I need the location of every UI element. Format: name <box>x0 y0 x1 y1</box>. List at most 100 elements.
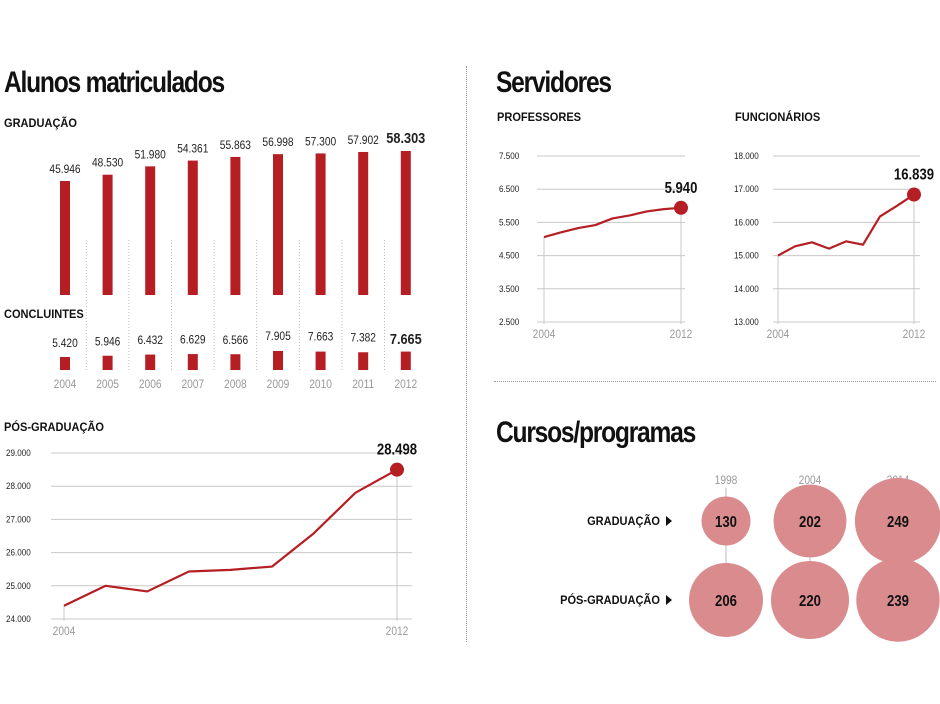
pos_graduacao-series-line <box>63 468 398 607</box>
x-tick-label: 2004 <box>533 328 556 341</box>
triangle-right-icon <box>666 595 672 605</box>
year-axis-label: 2005 <box>96 378 119 391</box>
y-tick-label: 5.500 <box>499 217 519 228</box>
concluintes-value-label: 6.629 <box>180 334 206 347</box>
y-tick-label: 25.000 <box>6 580 31 591</box>
y-tick-label: 3.500 <box>499 283 519 294</box>
y-tick-label: 24.000 <box>6 614 31 625</box>
graduacao-value-label: 57.902 <box>348 134 379 147</box>
y-tick-label: 7.500 <box>499 151 519 162</box>
concluintes-bar-2006 <box>145 354 156 370</box>
year-axis-label: 2009 <box>267 378 290 391</box>
concluintes-value-label: 7.665 <box>390 330 422 347</box>
graduacao-bar-2005 <box>102 174 113 295</box>
professores-title: PROFESSORES <box>497 110 582 124</box>
graduacao-value-label: 55.863 <box>220 139 251 152</box>
graduacao-bar-2011 <box>358 151 369 295</box>
pos_graduacao-end-point <box>390 462 404 477</box>
graduacao-value-label: 48.530 <box>92 157 123 170</box>
graduacao-title: GRADUAÇÃO <box>4 116 77 130</box>
concluintes-value-label: 6.566 <box>223 334 249 347</box>
y-tick-label: 2.500 <box>499 317 519 328</box>
graduacao-value-label: 57.300 <box>305 136 336 149</box>
concluintes-bar-2011 <box>358 352 369 370</box>
graduacao-value-label: 45.946 <box>49 163 80 176</box>
bubble-value-label: 202 <box>799 514 821 531</box>
bubble-1998 <box>689 563 763 637</box>
bubble-value-label: 220 <box>799 593 821 610</box>
graduacao-bar-2012 <box>400 151 411 295</box>
concluintes-value-label: 5.420 <box>52 337 78 350</box>
year-axis-label: 2008 <box>224 378 247 391</box>
graduacao-bar-2006 <box>145 166 156 295</box>
concluintes-value-label: 7.663 <box>308 331 334 344</box>
graduacao-bar-2010 <box>315 153 326 295</box>
graduacao-value-label: 51.980 <box>135 149 166 162</box>
pos-graduacao-title: PÓS-GRADUAÇÃO <box>4 420 104 434</box>
y-tick-label: 4.500 <box>499 250 519 261</box>
funcionarios-end-point <box>907 187 921 202</box>
year-axis-label: 2006 <box>139 378 162 391</box>
bubble-value-label: 249 <box>887 514 909 531</box>
x-tick-label: 2004 <box>767 328 790 341</box>
y-tick-label: 13.000 <box>734 317 759 328</box>
funcionarios-series-line <box>777 193 915 257</box>
year-axis-label: 2011 <box>352 378 374 391</box>
professores-end-point <box>674 200 688 215</box>
year-axis-label: 2004 <box>54 378 77 391</box>
bubble-row-label: GRADUAÇÃO <box>587 515 660 529</box>
y-tick-label: 27.000 <box>6 514 31 525</box>
x-tick-label: 2012 <box>903 328 926 341</box>
bubble-2004 <box>770 560 850 640</box>
concluintes-bar-2012 <box>400 351 411 370</box>
year-axis-label: 2010 <box>309 378 332 391</box>
concluintes-bar-2005 <box>102 355 113 370</box>
bubble-year-label: 1998 <box>715 474 738 487</box>
y-tick-label: 29.000 <box>6 448 31 459</box>
bubble-value-label: 239 <box>887 593 909 610</box>
y-tick-label: 26.000 <box>6 547 31 558</box>
graduacao-bar-2004 <box>60 181 70 295</box>
vertical-divider <box>466 66 467 642</box>
graduacao-value-label: 56.998 <box>262 136 293 149</box>
concluintes-title: CONCLUINTES <box>4 307 84 321</box>
graduacao-value-label: 54.361 <box>177 143 208 156</box>
pos_graduacao-end-label: 28.498 <box>377 442 417 459</box>
concluintes-bar-2008 <box>230 354 241 370</box>
y-tick-label: 17.000 <box>734 184 759 195</box>
y-tick-label: 28.000 <box>6 481 31 492</box>
bubble-value-label: 130 <box>715 514 737 531</box>
bubble-year-label: 2004 <box>799 474 822 487</box>
funcionarios-title: FUNCIONÁRIOS <box>735 110 821 124</box>
x-tick-label: 2012 <box>386 625 409 638</box>
concluintes-value-label: 7.905 <box>265 330 291 343</box>
concluintes-value-label: 5.946 <box>95 336 121 349</box>
funcionarios-end-label: 16.839 <box>894 166 934 183</box>
alunos-title: Alunos matriculados <box>4 66 225 99</box>
y-tick-label: 18.000 <box>734 151 759 162</box>
bubble-row-label: PÓS-GRADUAÇÃO <box>560 594 660 608</box>
graduacao-bar-2008 <box>230 156 241 295</box>
horizontal-divider <box>494 381 936 382</box>
y-tick-label: 14.000 <box>734 283 759 294</box>
concluintes-bar-2009 <box>273 351 283 370</box>
professores-series-line <box>543 206 682 239</box>
y-tick-label: 15.000 <box>734 250 759 261</box>
x-tick-label: 2012 <box>670 328 693 341</box>
y-tick-label: 6.500 <box>499 184 519 195</box>
year-axis-label: 2007 <box>181 378 204 391</box>
concluintes-bar-2010 <box>315 351 326 370</box>
cursos-title: Cursos/programas <box>496 416 696 449</box>
bubble-2004 <box>773 484 847 558</box>
graduacao-value-label: 58.303 <box>386 129 425 146</box>
professores-end-label: 5.940 <box>665 180 698 197</box>
servidores-title: Servidores <box>496 66 612 99</box>
year-axis-label: 2012 <box>394 378 417 391</box>
concluintes-bar-2007 <box>187 354 198 370</box>
triangle-right-icon <box>666 516 672 526</box>
concluintes-value-label: 7.382 <box>350 332 376 345</box>
bubble-1998 <box>701 496 751 546</box>
y-tick-label: 16.000 <box>734 217 759 228</box>
graduacao-bar-2007 <box>187 160 198 295</box>
